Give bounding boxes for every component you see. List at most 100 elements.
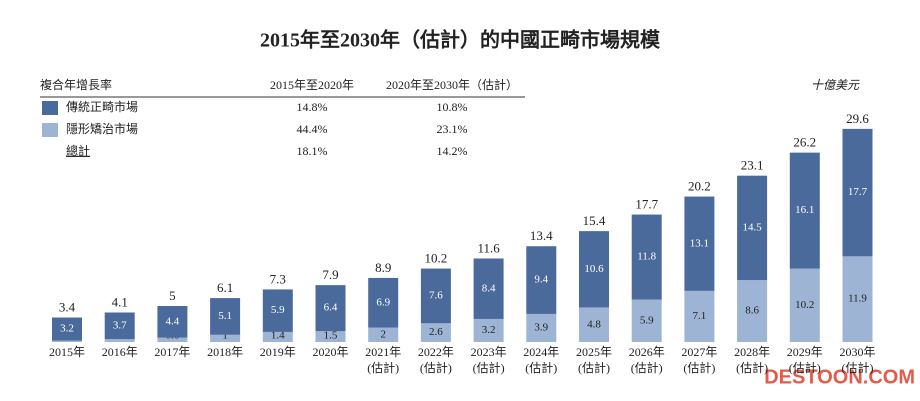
x-tick-label: 2023年: [471, 345, 507, 359]
value-label: 6.4: [324, 302, 338, 314]
bar-segment: [789, 268, 820, 342]
x-tick-label: 2028年: [734, 345, 770, 359]
bar-segment: [157, 337, 188, 342]
value-label: 10.6: [584, 263, 604, 275]
watermark: DESTOON.COM: [764, 366, 915, 388]
bar-segment: [631, 299, 662, 342]
table-header: 複合年增長率: [40, 77, 112, 92]
x-tick-label: 2026年: [629, 345, 665, 359]
value-label: 16.1: [795, 204, 814, 216]
legend-swatch: [42, 123, 58, 137]
x-tick-label: 2027年: [681, 345, 717, 359]
x-tick-label: 2022年: [418, 345, 454, 359]
x-tick-label: (估計): [631, 360, 663, 375]
x-tick-label: (估計): [367, 360, 399, 375]
bar-segment: [579, 307, 609, 342]
total-label: 15.4: [583, 213, 606, 228]
total-label: 4.1: [112, 294, 128, 309]
value-label: 7.6: [429, 289, 443, 301]
x-tick-label: 2016年: [102, 345, 138, 359]
x-tick-label: 2020年: [312, 345, 348, 359]
value-label: 1: [222, 330, 228, 342]
table-cell: 14.8%: [297, 100, 328, 114]
x-tick-label: 2021年: [365, 345, 401, 359]
bar-segment: [368, 327, 399, 342]
value-label: 8.4: [482, 282, 496, 294]
value-label: 2.6: [429, 326, 443, 338]
total-label: 8.9: [375, 260, 391, 275]
bar-segment: [262, 331, 293, 342]
bar-segment: [526, 313, 557, 342]
bar-segment: [157, 306, 188, 338]
bar-segment: [210, 298, 241, 335]
table-cell: 44.4%: [297, 122, 328, 136]
value-label: 3.9: [534, 321, 548, 333]
total-label: 6.1: [217, 280, 233, 295]
total-label: 5: [169, 288, 176, 303]
x-tick-label: 2015年: [49, 345, 85, 359]
value-label: 13.1: [690, 237, 709, 249]
x-tick-label: (估計): [420, 360, 452, 375]
legend-label: 隱形矯治市場: [66, 121, 138, 136]
legend-label: 傳統正畸市場: [66, 99, 138, 114]
total-label: 26.2: [793, 135, 816, 150]
bar-segment: [368, 277, 399, 328]
table-header: 2015年至2020年: [270, 78, 354, 92]
bar-segment: [315, 285, 346, 332]
value-label: 3.2: [482, 324, 496, 336]
bar-segment: [420, 268, 451, 324]
bar-segment: [52, 340, 82, 342]
bar-segment: [420, 323, 451, 342]
bar-segment: [737, 280, 768, 342]
bar-segment: [473, 318, 504, 342]
x-tick-label: 2019年: [260, 345, 296, 359]
value-label: 4.4: [166, 315, 180, 327]
bar-segment: [315, 331, 346, 342]
x-tick-label: (估計): [736, 360, 768, 375]
bar-segment: [684, 290, 715, 342]
bar-segment: [104, 312, 135, 340]
bar-segment: [104, 339, 135, 342]
x-tick-label: 2017年: [154, 345, 190, 359]
value-label: 9.4: [534, 274, 548, 286]
x-tick-label: (估計): [789, 360, 821, 375]
x-tick-label: (估計): [525, 360, 557, 375]
total-label: 23.1: [741, 158, 764, 173]
bar-segment: [631, 214, 662, 300]
total-label: 10.2: [425, 251, 448, 266]
total-label: 13.4: [530, 228, 553, 243]
total-label: 11.6: [477, 240, 500, 255]
x-tick-label: 2030年: [839, 345, 875, 359]
table-cell: 18.1%: [297, 144, 328, 158]
x-tick-label: 2029年: [787, 345, 823, 359]
x-tick-label: 2025年: [576, 345, 612, 359]
bar-segment: [262, 289, 293, 332]
value-label: 5.1: [218, 310, 232, 322]
bar-segment: [210, 334, 241, 342]
total-label: 7.9: [322, 267, 338, 282]
x-tick-label: 2024年: [523, 345, 559, 359]
value-label: 14.5: [742, 221, 762, 233]
table-cell: 23.1%: [437, 122, 468, 136]
total-label: 20.2: [688, 179, 711, 194]
x-tick-label: 2018年: [207, 345, 243, 359]
bar-segment: [526, 246, 557, 314]
x-tick-label: (估計): [578, 360, 610, 375]
value-label: 3.7: [113, 319, 127, 331]
value-label: 8.6: [745, 305, 759, 317]
bar-segment: [473, 258, 504, 319]
total-label: 3.4: [59, 300, 76, 315]
value-label: 2: [380, 328, 386, 340]
value-label: 5.9: [271, 304, 285, 316]
value-label: 6.9: [376, 296, 390, 308]
value-label: 3.2: [60, 323, 74, 335]
value-label: 11.8: [637, 251, 656, 263]
chart-title: 2015年至2030年（估計）的中國正畸市場規模: [260, 28, 661, 52]
table-cell: 10.8%: [437, 100, 468, 114]
bar-segment: [842, 256, 873, 342]
bar-segment: [789, 152, 820, 269]
x-tick-label: (估計): [842, 360, 874, 375]
legend-swatch: [42, 101, 58, 115]
value-label: 10.2: [795, 299, 814, 311]
bar-segment: [737, 175, 768, 281]
